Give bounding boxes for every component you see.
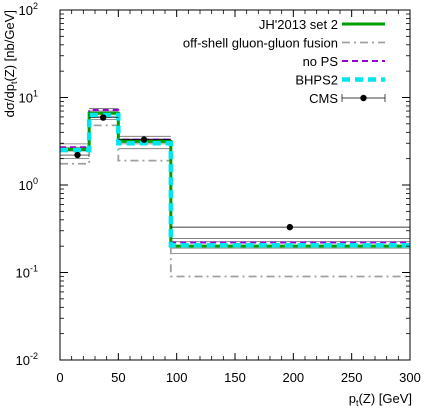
x-tick-label: 50 bbox=[111, 370, 125, 385]
series-layer bbox=[60, 108, 410, 278]
legend-label: JH'2013 set 2 bbox=[259, 17, 338, 32]
x-axis: 0 50 100 150 200 250 300 bbox=[56, 10, 421, 385]
x-tick-label: 250 bbox=[341, 370, 363, 385]
y-tick-label: 10-1 bbox=[16, 264, 38, 281]
legend-label: off-shell gluon-gluon fusion bbox=[183, 36, 338, 51]
legend-marker bbox=[360, 94, 367, 102]
cms-data-point bbox=[99, 114, 107, 121]
x-axis-label: pt(Z) [GeV] bbox=[349, 391, 412, 408]
series-line bbox=[60, 108, 410, 244]
cms-data-point bbox=[74, 151, 81, 159]
plot-frame bbox=[59, 9, 411, 361]
cms-data-points bbox=[60, 114, 410, 231]
cms-data-point bbox=[286, 223, 294, 231]
y-tick-label: 102 bbox=[19, 1, 38, 18]
y-tick-label: 101 bbox=[19, 89, 38, 106]
cms-data-point bbox=[140, 136, 148, 143]
x-tick-label: 100 bbox=[166, 370, 188, 385]
legend-label: CMS bbox=[309, 91, 338, 106]
legend-label: BHPS2 bbox=[295, 73, 338, 88]
series-line bbox=[60, 112, 410, 248]
y-axis-label: dσ/dpt(Z) [nb/GeV] bbox=[2, 10, 19, 117]
y-axis: 10-2 10-1 100 101 102 bbox=[16, 1, 410, 368]
x-tick-label: 200 bbox=[282, 370, 304, 385]
legend-label: no PS bbox=[303, 54, 339, 69]
x-tick-label: 300 bbox=[399, 370, 421, 385]
legend: JH'2013 set 2 off-shell gluon-gluon fusio… bbox=[183, 17, 386, 106]
uncertainty-bands bbox=[60, 108, 410, 254]
x-tick-label: 150 bbox=[224, 370, 246, 385]
series-line bbox=[60, 111, 410, 248]
x-tick-label: 0 bbox=[56, 370, 63, 385]
y-tick-label: 10-2 bbox=[16, 351, 38, 368]
y-tick-label: 100 bbox=[19, 176, 38, 193]
